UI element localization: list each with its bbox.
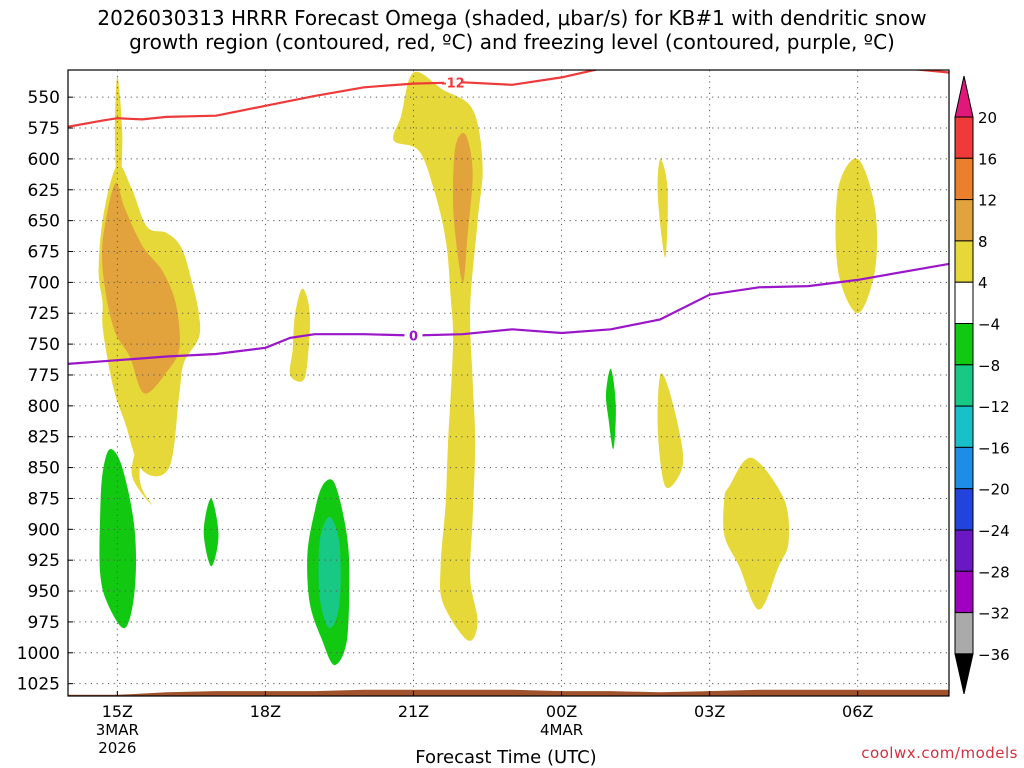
colorbar-top-arrow xyxy=(954,75,974,118)
y-tick-label: 550 xyxy=(28,88,60,108)
chart-title: 2026030313 HRRR Forecast Omega (shaded, … xyxy=(0,6,1024,54)
plot-layers: -12 0 xyxy=(68,70,949,696)
x-tick-label: 18Z xyxy=(250,702,281,721)
colorbar-label: −20 xyxy=(978,481,1010,499)
x-tick-sublabel: 4MAR xyxy=(540,721,583,739)
colorbar-label: −28 xyxy=(978,563,1010,581)
colorbar-label: −16 xyxy=(978,439,1010,457)
y-tick-label: 1000 xyxy=(17,644,60,664)
omega-region-plus4-e xyxy=(289,288,311,382)
y-tick-label: 850 xyxy=(28,459,60,479)
colorbar-bin xyxy=(954,405,974,448)
x-tick-sublabel: 3MAR xyxy=(96,721,139,739)
colorbar-label: 20 xyxy=(978,109,997,127)
title-line-1: 2026030313 HRRR Forecast Omega (shaded, … xyxy=(97,6,927,30)
colorbar-label: −36 xyxy=(978,646,1010,664)
colorbar-label: 8 xyxy=(978,233,988,251)
omega-region-plus4-b xyxy=(114,76,123,204)
colorbar-bin xyxy=(954,157,974,201)
x-tick-sublabel-year: 2026 xyxy=(98,739,136,757)
colorbar-label: 16 xyxy=(978,150,997,168)
y-tick-label: 575 xyxy=(28,119,60,139)
y-tick-label: 675 xyxy=(28,243,60,263)
y-tick-label: 700 xyxy=(28,273,60,293)
y-tick-label: 925 xyxy=(28,551,60,571)
y-tick-label: 750 xyxy=(28,335,60,355)
y-tick-label: 975 xyxy=(28,613,60,633)
x-tick-label: 15Z xyxy=(102,702,133,721)
colorbar: 20 16 12 8 4 −4 −8 −12 −16 −20 −24 −28 −32 −36 xyxy=(954,75,1010,695)
freezing-level-contour-0-label-bg xyxy=(404,328,423,343)
y-tick-label: 600 xyxy=(28,150,60,170)
x-tick-label: 00Z xyxy=(546,702,577,721)
x-tick-label: 21Z xyxy=(398,702,429,721)
colorbar-bin xyxy=(954,529,974,572)
omega-region-minus4-d xyxy=(605,368,616,450)
title-line-2: growth region (contoured, red, ºC) and f… xyxy=(129,30,895,54)
colorbar-label: −4 xyxy=(978,316,1000,334)
omega-region-minus4-b xyxy=(203,498,219,567)
freezing-level-contour-0 xyxy=(68,262,949,365)
credit-text: coolwx.com/models xyxy=(861,744,1018,762)
y-tick-label: 875 xyxy=(28,489,60,509)
y-tick-label: 625 xyxy=(28,181,60,201)
colorbar-label: −8 xyxy=(978,357,1000,375)
y-tick-label: 825 xyxy=(28,428,60,448)
y-tick-label: 900 xyxy=(28,520,60,540)
colorbar-bin xyxy=(954,612,974,655)
snow-growth-contour-minus12-label-bg xyxy=(443,75,462,90)
omega-region-plus4-i xyxy=(723,457,790,610)
colorbar-bin xyxy=(954,570,974,614)
colorbar-label: 12 xyxy=(978,192,997,210)
y-tick-label: 800 xyxy=(28,397,60,417)
colorbar-bin xyxy=(954,281,974,325)
y-tick-label: 1025 xyxy=(17,675,60,695)
terrain-strip xyxy=(68,689,949,696)
colorbar-bin xyxy=(954,446,974,490)
colorbar-label: −32 xyxy=(978,605,1010,623)
colorbar-bin xyxy=(954,488,974,531)
y-tick-label: 725 xyxy=(28,304,60,324)
snow-growth-contour-minus12 xyxy=(68,70,949,128)
y-tick-label: 650 xyxy=(28,212,60,232)
omega-region-minus4-a xyxy=(99,448,137,629)
x-tick-label: 03Z xyxy=(694,702,725,721)
omega-region-plus4-g xyxy=(657,158,668,258)
colorbar-bin xyxy=(954,240,974,283)
colorbar-bin xyxy=(954,364,974,407)
omega-region-minus8-a xyxy=(318,516,341,629)
omega-region-plus4-j xyxy=(835,158,878,314)
colorbar-label: 4 xyxy=(978,274,988,292)
y-tick-label: 775 xyxy=(28,366,60,386)
colorbar-label: −12 xyxy=(978,398,1010,416)
colorbar-bin xyxy=(954,323,974,366)
y-tick-label: 950 xyxy=(28,582,60,602)
colorbar-bottom-arrow xyxy=(954,653,974,695)
omega-region-plus4-c xyxy=(131,385,157,505)
omega-region-plus4-h xyxy=(657,373,684,489)
omega-region-plus8-b xyxy=(453,132,473,283)
colorbar-label: −24 xyxy=(978,522,1010,540)
x-tick-label: 06Z xyxy=(842,702,873,721)
colorbar-bin xyxy=(954,199,974,242)
plot-border xyxy=(67,69,950,697)
snow-growth-contour-minus12-label: -12 xyxy=(441,77,465,92)
freezing-level-contour-0-label: 0 xyxy=(409,329,418,344)
plot-area xyxy=(68,70,949,696)
colorbar-bin xyxy=(954,116,974,159)
omega-region-plus8-a xyxy=(101,182,181,394)
